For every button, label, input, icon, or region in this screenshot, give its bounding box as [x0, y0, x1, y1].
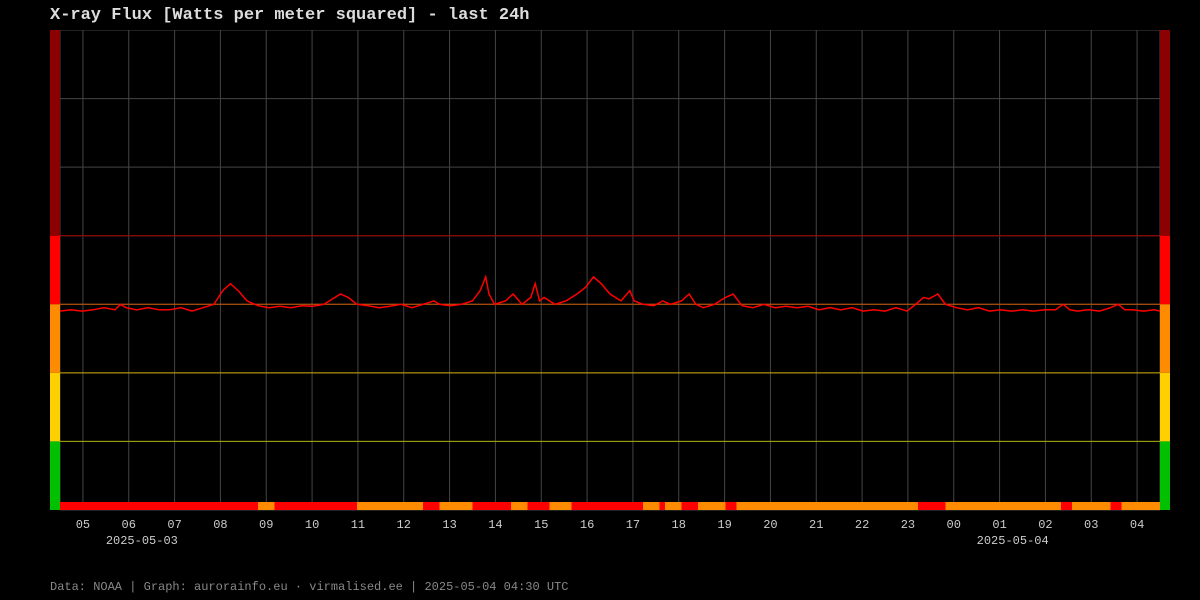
- chart-svg: 10e-210e-310e-410e-510e-610e-710e-810e-9…: [50, 30, 1170, 550]
- x-tick-label: 03: [1084, 518, 1098, 532]
- class-color-bar: [1160, 441, 1170, 510]
- status-bar-seg: [60, 502, 258, 510]
- x-tick-label: 19: [717, 518, 731, 532]
- class-color-bar: [1160, 373, 1170, 442]
- x-tick-label: 08: [213, 518, 227, 532]
- status-bar-seg: [726, 502, 737, 510]
- x-date-label: 2025-05-03: [106, 534, 178, 548]
- x-tick-label: 01: [992, 518, 1006, 532]
- x-tick-label: 13: [442, 518, 456, 532]
- class-color-bar: [50, 373, 60, 442]
- x-tick-label: 23: [901, 518, 915, 532]
- class-color-bar: [50, 304, 60, 373]
- x-tick-label: 21: [809, 518, 823, 532]
- status-bar-seg: [473, 502, 512, 510]
- status-bar-seg: [682, 502, 699, 510]
- x-tick-label: 14: [488, 518, 502, 532]
- class-color-bar: [1160, 30, 1170, 236]
- x-tick-label: 18: [672, 518, 686, 532]
- class-color-bar: [50, 441, 60, 510]
- x-tick-label: 04: [1130, 518, 1144, 532]
- class-color-bar: [50, 30, 60, 236]
- class-color-bar: [1160, 304, 1170, 373]
- x-tick-label: 15: [534, 518, 548, 532]
- chart-plot-area: 10e-210e-310e-410e-510e-610e-710e-810e-9…: [50, 30, 1170, 550]
- x-date-label: 2025-05-04: [977, 534, 1049, 548]
- status-bar-seg: [1111, 502, 1122, 510]
- status-bar-seg: [918, 502, 946, 510]
- x-tick-label: 07: [167, 518, 181, 532]
- x-tick-label: 20: [763, 518, 777, 532]
- chart-footer: Data: NOAA | Graph: aurorainfo.eu · virm…: [50, 580, 568, 594]
- x-tick-label: 17: [626, 518, 640, 532]
- x-tick-label: 00: [947, 518, 961, 532]
- status-bar-seg: [423, 502, 440, 510]
- chart-title: X-ray Flux [Watts per meter squared] - l…: [50, 6, 529, 25]
- status-bar-seg: [660, 502, 666, 510]
- status-bar-seg: [1061, 502, 1072, 510]
- class-color-bar: [50, 236, 60, 305]
- class-color-bar: [1160, 236, 1170, 305]
- status-bar-seg: [275, 502, 358, 510]
- x-tick-label: 16: [580, 518, 594, 532]
- x-tick-label: 12: [397, 518, 411, 532]
- status-bar-seg: [528, 502, 550, 510]
- status-bar-seg: [572, 502, 644, 510]
- x-tick-label: 11: [351, 518, 365, 532]
- x-tick-label: 05: [76, 518, 90, 532]
- x-tick-label: 22: [855, 518, 869, 532]
- x-tick-label: 10: [305, 518, 319, 532]
- x-tick-label: 09: [259, 518, 273, 532]
- x-tick-label: 06: [122, 518, 136, 532]
- x-tick-label: 02: [1038, 518, 1052, 532]
